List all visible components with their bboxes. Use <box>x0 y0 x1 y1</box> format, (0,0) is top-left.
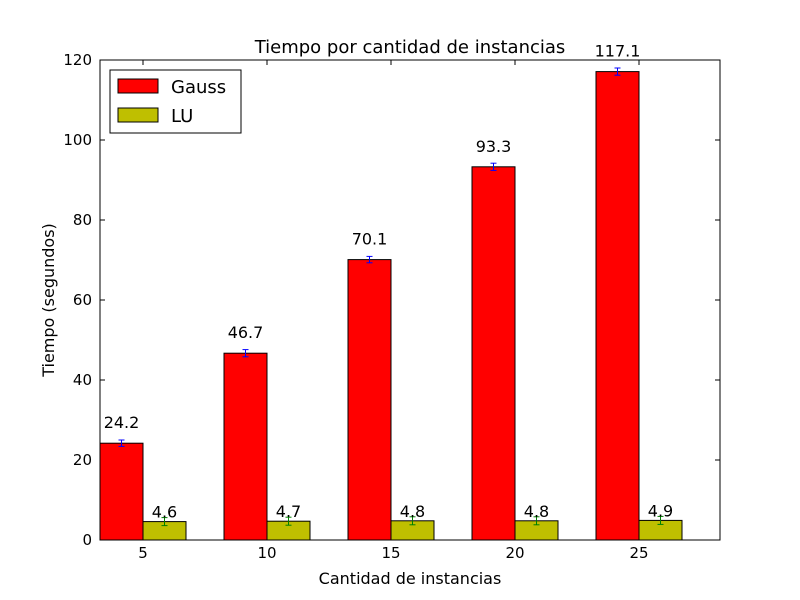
value-label-gauss-15: 70.1 <box>352 230 388 249</box>
chart-title: Tiempo por cantidad de instancias <box>254 37 566 58</box>
value-label-lu-5: 4.6 <box>152 503 177 522</box>
plot-frame <box>99 59 721 541</box>
value-label-lu-15: 4.8 <box>400 502 425 521</box>
legend-swatch-lu <box>117 107 159 123</box>
y-tick-label: 60 <box>73 291 92 309</box>
y-axis-label: Tiempo (segundos) <box>39 223 58 378</box>
value-label-lu-10: 4.7 <box>276 502 301 521</box>
x-tick-label: 25 <box>629 544 648 562</box>
legend-label-gauss: Gauss <box>171 77 226 98</box>
value-label-gauss-10: 46.7 <box>228 323 264 342</box>
y-tick-label: 120 <box>63 51 92 69</box>
y-tick-label: 0 <box>82 531 92 549</box>
y-tick-label: 20 <box>73 451 92 469</box>
y-tick-label: 100 <box>63 131 92 149</box>
bar-gauss-15 <box>347 259 392 541</box>
value-label-gauss-20: 93.3 <box>476 137 512 156</box>
value-label-lu-25: 4.9 <box>648 501 673 520</box>
y-tick-label: 40 <box>73 371 92 389</box>
bar-gauss-5 <box>99 442 144 541</box>
legend-label-lu: LU <box>171 106 193 127</box>
bar-gauss-10 <box>223 352 268 541</box>
x-tick-label: 10 <box>257 544 276 562</box>
x-tick-label: 5 <box>138 544 148 562</box>
y-tick-label: 80 <box>73 211 92 229</box>
legend-swatch-gauss <box>117 78 159 94</box>
value-label-gauss-5: 24.2 <box>104 413 140 432</box>
value-label-lu-20: 4.8 <box>524 502 549 521</box>
x-axis-label: Cantidad de instancias <box>319 569 502 588</box>
bar-gauss-25 <box>595 71 640 541</box>
x-tick-label: 20 <box>505 544 524 562</box>
plot-area: 0 20 40 60 80 100 120 24.2 4.6 5 46.7 4.7 10 70.1 4.8 1… <box>63 42 720 562</box>
bar-gauss-20 <box>471 166 516 541</box>
value-label-gauss-25: 117.1 <box>595 42 641 61</box>
legend: Gauss LU <box>109 69 242 134</box>
x-tick-label: 15 <box>381 544 400 562</box>
